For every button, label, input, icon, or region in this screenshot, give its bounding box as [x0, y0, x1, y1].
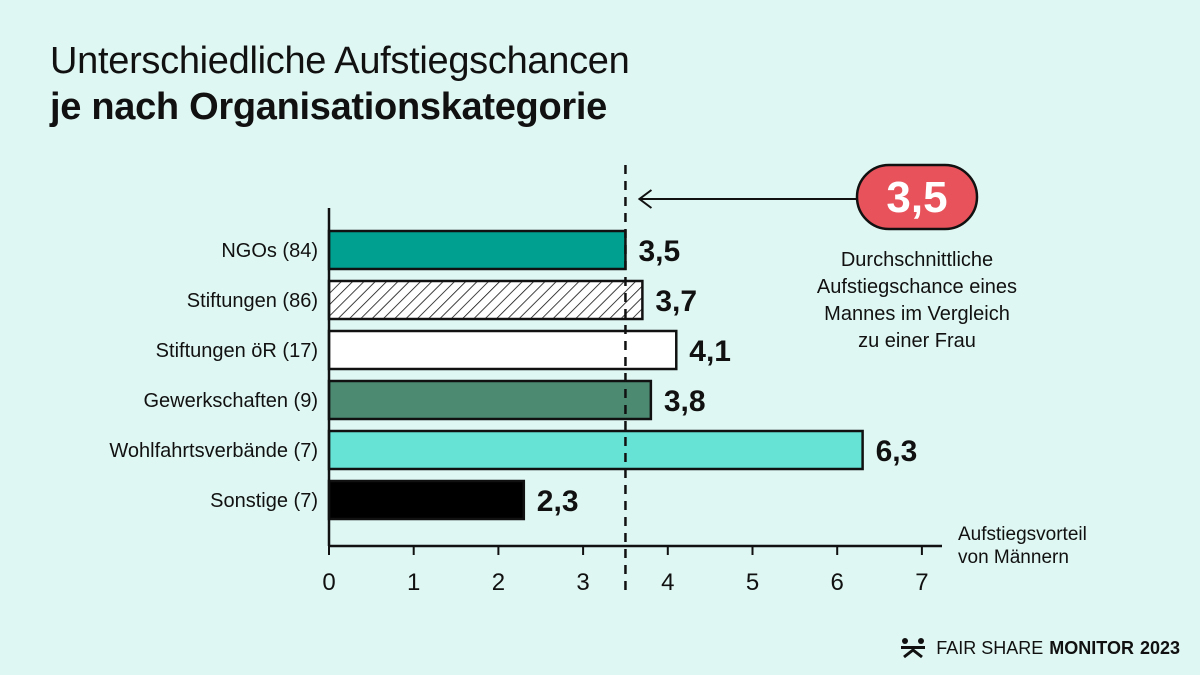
callout-badge-value: 3,5	[886, 173, 947, 222]
footer-brand: FAIR SHARE MONITOR 2023	[900, 637, 1180, 659]
x-tick-label-4: 4	[661, 569, 674, 596]
category-label-5: Wohlfahrtsverbände (7)	[109, 440, 318, 462]
value-label-3: 4,1	[689, 335, 731, 368]
value-label-1: 3,5	[638, 235, 680, 268]
bar-4	[327, 379, 653, 421]
category-label-1: NGOs (84)	[221, 240, 318, 262]
category-label-6: Sonstige (7)	[210, 490, 318, 512]
x-tick-label-3: 3	[576, 569, 589, 596]
callout-text-line-3: Mannes im Vergleich	[824, 303, 1010, 325]
category-label-2: Stiftungen (86)	[187, 290, 318, 312]
bar-1	[327, 229, 627, 271]
brand-name: FAIR SHARE	[936, 637, 1044, 658]
value-label-4: 3,8	[664, 385, 706, 418]
x-axis-label-line-2: von Männern	[958, 547, 1069, 568]
x-tick-label-7: 7	[915, 569, 928, 596]
x-tick-label-0: 0	[322, 569, 335, 596]
callout-badge	[855, 163, 979, 231]
chart-title: Unterschiedliche Aufstiegschancen	[50, 40, 630, 82]
brand-year: 2023	[1139, 637, 1180, 658]
x-tick-label-5: 5	[746, 569, 759, 596]
bar-3	[327, 329, 678, 371]
x-axis-label-line-1: Aufstiegsvorteil	[958, 524, 1087, 545]
value-label-2: 3,7	[655, 285, 697, 318]
x-tick-label-2: 2	[492, 569, 505, 596]
bar-6	[327, 479, 526, 521]
value-label-6: 2,3	[537, 485, 579, 518]
x-tick-label-6: 6	[831, 569, 844, 596]
value-label-5: 6,3	[876, 435, 918, 468]
bar-2	[327, 279, 644, 321]
callout-arrow-head-icon	[637, 189, 653, 209]
callout-text-line-4: zu einer Frau	[858, 330, 976, 352]
brand-monitor: MONITOR	[1049, 637, 1134, 658]
callout-text-line-2: Aufstiegschance eines	[817, 276, 1017, 298]
chart-subtitle: je nach Organisationskategorie	[50, 86, 607, 128]
fair-share-logo-icon	[901, 638, 926, 659]
category-label-4: Gewerkschaften (9)	[143, 390, 318, 412]
bar-5	[327, 429, 864, 471]
x-tick-label-1: 1	[407, 569, 420, 596]
callout-text-line-1: Durchschnittliche	[841, 249, 993, 271]
category-label-3: Stiftungen öR (17)	[156, 340, 318, 362]
